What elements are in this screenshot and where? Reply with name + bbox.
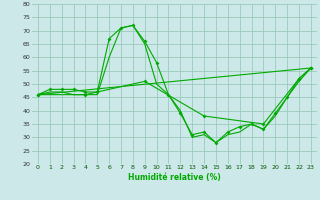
X-axis label: Humidité relative (%): Humidité relative (%)	[128, 173, 221, 182]
